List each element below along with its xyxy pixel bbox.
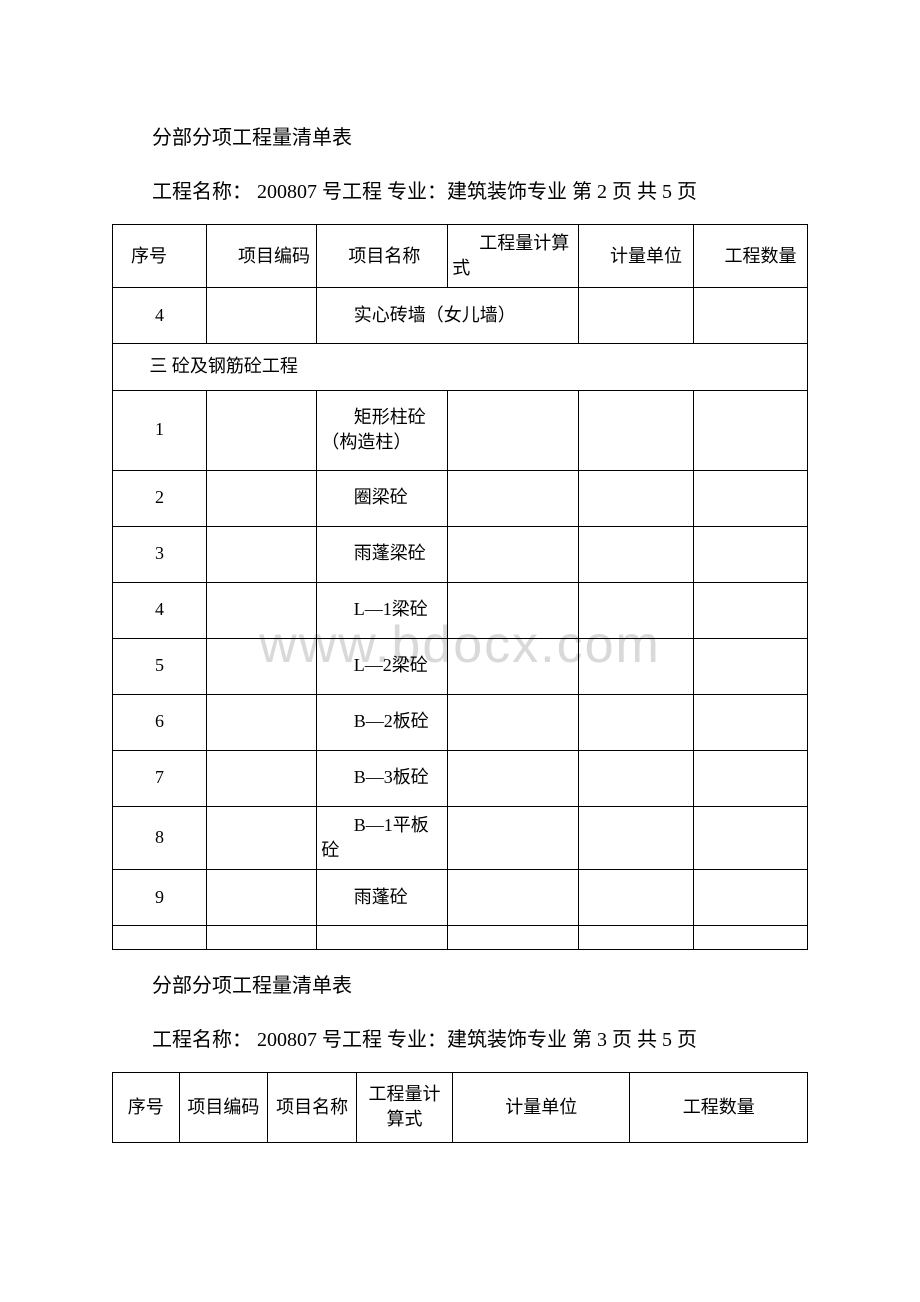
cell-seq: 7 [113, 750, 207, 806]
cell-empty [207, 925, 317, 949]
cell-unit [579, 869, 693, 925]
cell-code [207, 806, 317, 869]
header-seq: 序号 [113, 1072, 180, 1142]
cell-name: L—1梁砼 [317, 582, 448, 638]
header-formula: 工程量计算式 [448, 225, 579, 288]
cell-seq: 4 [113, 582, 207, 638]
cell-empty [693, 925, 808, 949]
cell-formula [448, 806, 579, 869]
cell-qty [693, 288, 808, 344]
cell-code [207, 638, 317, 694]
cell-unit [579, 470, 693, 526]
table-row: 4 L—1梁砼 [113, 582, 808, 638]
cell-qty [693, 526, 808, 582]
cell-name: L—2梁砼 [317, 638, 448, 694]
cell-qty [693, 694, 808, 750]
cell-unit [579, 526, 693, 582]
header-code: 项目编码 [207, 225, 317, 288]
page3-title: 分部分项工程量清单表 [112, 968, 808, 1004]
header-formula: 工程量计算式 [356, 1072, 452, 1142]
header-qty: 工程数量 [630, 1072, 808, 1142]
table-header-row: 序号 项目编码 项目名称 工程量计算式 计量单位 工程数量 [113, 1072, 808, 1142]
cell-seq: 6 [113, 694, 207, 750]
table-row: 9 雨蓬砼 [113, 869, 808, 925]
cell-qty [693, 806, 808, 869]
cell-unit [579, 390, 693, 470]
cell-empty [317, 925, 448, 949]
cell-formula [448, 526, 579, 582]
header-seq: 序号 [113, 225, 207, 288]
page2-subtitle: 工程名称： 200807 号工程 专业：建筑装饰专业 第 2 页 共 5 页 [112, 174, 808, 210]
cell-unit [579, 582, 693, 638]
cell-seq: 2 [113, 470, 207, 526]
cell-qty [693, 638, 808, 694]
cell-formula [448, 390, 579, 470]
cell-code [207, 390, 317, 470]
section-label: 三 砼及钢筋砼工程 [113, 344, 808, 390]
cell-code [207, 470, 317, 526]
table-row: 2 圈梁砼 [113, 470, 808, 526]
table-row: 7 B—3板砼 [113, 750, 808, 806]
table-row: 8 B—1平板砼 [113, 806, 808, 869]
header-name: 项目名称 [268, 1072, 357, 1142]
cell-name: 雨蓬梁砼 [317, 526, 448, 582]
table-row: 1 矩形柱砼（构造柱） [113, 390, 808, 470]
table-section-row: 三 砼及钢筋砼工程 [113, 344, 808, 390]
cell-code [207, 582, 317, 638]
cell-empty [448, 925, 579, 949]
cell-formula [448, 869, 579, 925]
cell-seq: 8 [113, 806, 207, 869]
header-unit: 计量单位 [453, 1072, 630, 1142]
cell-code [207, 869, 317, 925]
table-page3: 序号 项目编码 项目名称 工程量计算式 计量单位 工程数量 [112, 1072, 808, 1143]
header-code: 项目编码 [179, 1072, 268, 1142]
cell-formula [448, 470, 579, 526]
cell-formula [448, 582, 579, 638]
page2-title: 分部分项工程量清单表 [112, 120, 808, 156]
cell-seq: 1 [113, 390, 207, 470]
cell-seq: 4 [113, 288, 207, 344]
cell-empty [579, 925, 693, 949]
cell-name: 圈梁砼 [317, 470, 448, 526]
cell-code [207, 750, 317, 806]
cell-name: B—1平板砼 [317, 806, 448, 869]
cell-unit [579, 694, 693, 750]
table-row: 3 雨蓬梁砼 [113, 526, 808, 582]
cell-formula [448, 638, 579, 694]
table-row: 4 实心砖墙（女儿墙） [113, 288, 808, 344]
table-header-row: 序号 项目编码 项目名称 工程量计算式 计量单位 工程数量 [113, 225, 808, 288]
cell-name: 矩形柱砼（构造柱） [317, 390, 448, 470]
cell-qty [693, 869, 808, 925]
cell-qty [693, 750, 808, 806]
table-row: 5 L—2梁砼 [113, 638, 808, 694]
cell-code [207, 288, 317, 344]
document-content: 分部分项工程量清单表 工程名称： 200807 号工程 专业：建筑装饰专业 第 … [112, 120, 808, 1143]
table-row: 6 B—2板砼 [113, 694, 808, 750]
cell-formula [448, 750, 579, 806]
cell-qty [693, 390, 808, 470]
cell-code [207, 694, 317, 750]
cell-name: 实心砖墙（女儿墙） [317, 288, 579, 344]
cell-qty [693, 582, 808, 638]
cell-name: B—3板砼 [317, 750, 448, 806]
cell-unit [579, 288, 693, 344]
cell-name: B—2板砼 [317, 694, 448, 750]
table-empty-row [113, 925, 808, 949]
cell-unit [579, 806, 693, 869]
table-page2: 序号 项目编码 项目名称 工程量计算式 计量单位 工程数量 4 实心砖墙（女儿墙… [112, 224, 808, 950]
cell-qty [693, 470, 808, 526]
cell-seq: 3 [113, 526, 207, 582]
cell-empty [113, 925, 207, 949]
cell-seq: 5 [113, 638, 207, 694]
cell-seq: 9 [113, 869, 207, 925]
cell-formula [448, 694, 579, 750]
cell-name: 雨蓬砼 [317, 869, 448, 925]
cell-code [207, 526, 317, 582]
header-name: 项目名称 [317, 225, 448, 288]
cell-unit [579, 638, 693, 694]
page3-subtitle: 工程名称： 200807 号工程 专业：建筑装饰专业 第 3 页 共 5 页 [112, 1022, 808, 1058]
header-unit: 计量单位 [579, 225, 693, 288]
header-qty: 工程数量 [693, 225, 808, 288]
cell-unit [579, 750, 693, 806]
